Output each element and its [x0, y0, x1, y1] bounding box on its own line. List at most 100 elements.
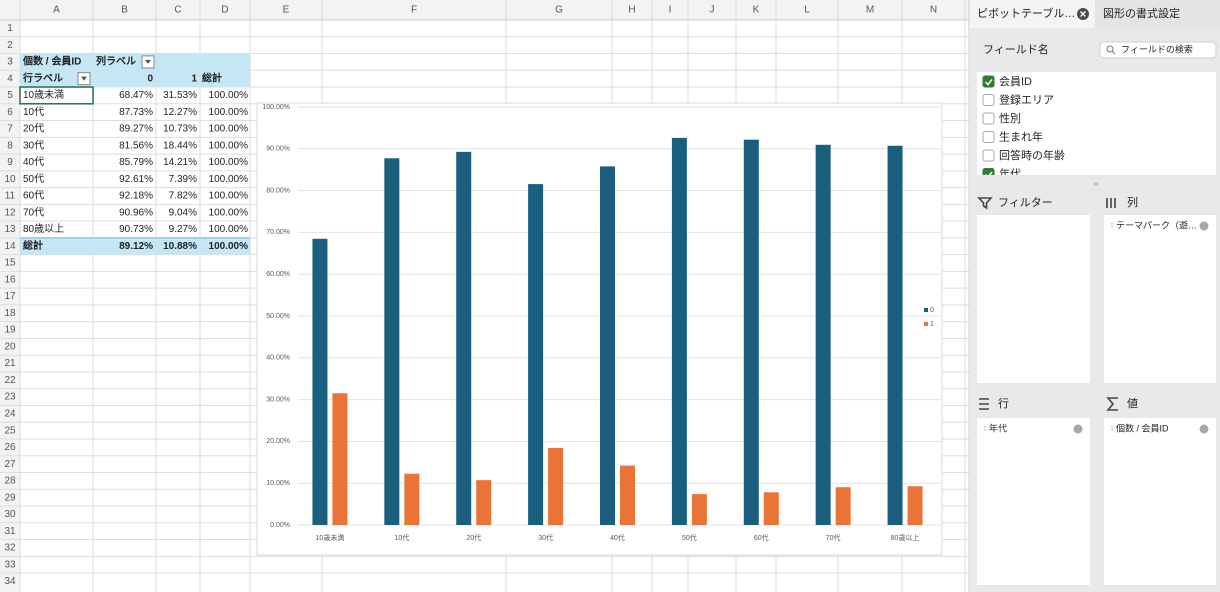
row-number: 33 — [4, 559, 16, 570]
column-letter: H — [628, 5, 635, 16]
row-number: 1 — [7, 23, 13, 34]
area-item[interactable]: テーマパーク（遊… — [1116, 219, 1197, 230]
pivot-cell: 7.39% — [169, 174, 197, 185]
x-tick-label: 50代 — [682, 533, 697, 542]
y-tick-label: 80.00% — [266, 187, 290, 194]
area-icon — [977, 197, 993, 210]
bar — [476, 480, 492, 525]
panel-tab[interactable] — [1095, 0, 1220, 28]
pivot-cell: 100.00% — [209, 124, 249, 135]
field-label: 年代 — [999, 166, 1021, 180]
splitter-dot — [1094, 182, 1098, 186]
search-icon — [1106, 45, 1114, 53]
area-item[interactable]: 年代 — [989, 422, 1007, 433]
pivot-row-label: 20代 — [23, 123, 44, 135]
row-number: 25 — [4, 425, 16, 436]
pivot-cell: 87.73% — [119, 107, 153, 118]
y-tick-label: 30.00% — [266, 396, 290, 403]
y-tick-label: 50.00% — [266, 313, 290, 320]
row-number: 8 — [7, 140, 13, 151]
panel-tab-active[interactable] — [970, 0, 1095, 28]
row-number: 3 — [7, 57, 13, 68]
drop-area — [977, 215, 1090, 383]
pivot-cell: 90.96% — [119, 207, 153, 218]
column-letter: I — [669, 5, 672, 16]
row-number: 19 — [4, 325, 16, 336]
column-letter: G — [555, 5, 563, 16]
row-number: 21 — [4, 358, 16, 369]
column-letter: E — [283, 5, 290, 16]
column-letter: D — [221, 5, 228, 16]
row-number: 29 — [4, 492, 16, 503]
column-letter: F — [411, 5, 417, 16]
row-number: 30 — [4, 509, 16, 520]
bar — [763, 492, 779, 525]
field-label: 生まれ年 — [999, 129, 1043, 143]
area-item[interactable]: 個数 / 会員ID — [1116, 422, 1169, 433]
y-tick-label: 40.00% — [266, 355, 290, 362]
panel-tab-label: 図形の書式設定 — [1103, 6, 1180, 20]
x-tick-label: 10代 — [394, 533, 409, 542]
row-number: 16 — [4, 274, 16, 285]
row-number: 34 — [4, 576, 16, 587]
pivot-row-label: 80歳以上 — [23, 223, 64, 235]
pivot-cell: 18.44% — [163, 140, 197, 151]
x-tick-label: 60代 — [754, 533, 769, 542]
bar — [691, 494, 707, 525]
pivot-cell: 7.82% — [169, 191, 197, 202]
y-tick-label: 60.00% — [266, 271, 290, 278]
x-tick-label: 70代 — [826, 533, 841, 542]
bar — [384, 158, 400, 525]
pivot-total-cell: 89.12% — [119, 241, 153, 252]
row-number: 14 — [4, 241, 16, 252]
field-name-label: フィールド名 — [983, 42, 1049, 56]
pivot-cell: 100.00% — [209, 207, 249, 218]
pivot-column-header: 行ラベル — [22, 71, 63, 84]
pivot-column-header: 総計 — [202, 71, 222, 84]
chart-area[interactable] — [256, 102, 943, 556]
bar — [404, 473, 420, 525]
field-checkbox[interactable] — [982, 94, 995, 106]
pivot-cell: 68.47% — [119, 90, 153, 101]
row-number: 20 — [4, 341, 16, 352]
area-label: 列 — [1127, 195, 1138, 209]
bar — [528, 184, 544, 525]
search-icon-handle — [1111, 50, 1116, 55]
pivot-row-label: 60代 — [23, 190, 44, 202]
selected-cell — [19, 86, 94, 105]
search-box[interactable] — [1099, 41, 1217, 59]
column-header-bar — [0, 0, 970, 20]
bar — [907, 486, 923, 525]
bar — [312, 238, 328, 525]
row-number: 31 — [4, 526, 16, 537]
column-letter: M — [866, 5, 874, 16]
drop-area — [1104, 418, 1216, 585]
bar — [887, 145, 903, 525]
field-checkbox[interactable] — [982, 131, 995, 143]
field-checkbox[interactable] — [982, 75, 995, 88]
pivot-cell: 9.27% — [169, 224, 197, 235]
pivot-cell: 100.00% — [209, 174, 249, 185]
bar — [332, 393, 348, 525]
pivot-row-label: 30代 — [23, 139, 44, 151]
bar — [671, 137, 687, 525]
bar — [743, 139, 759, 525]
panel-tab-label: ピボットテーブル… — [977, 6, 1075, 20]
pivot-cell: 31.53% — [163, 90, 197, 101]
field-checkbox[interactable] — [982, 149, 995, 162]
bar — [600, 166, 615, 525]
row-header-bar — [0, 0, 20, 592]
pivot-row-label: 10代 — [23, 106, 44, 118]
pivot-cell: 10.73% — [163, 124, 197, 135]
dropdown-arrow — [145, 59, 151, 64]
row-number: 32 — [4, 543, 16, 554]
area-label: フィルター — [998, 196, 1053, 209]
row-number: 17 — [4, 291, 16, 302]
pivot-cell: 100.00% — [209, 90, 249, 101]
field-label: 回答時の年齢 — [999, 148, 1065, 162]
field-checkbox[interactable] — [982, 112, 995, 125]
pivot-cell: 100.00% — [209, 157, 249, 168]
bar — [815, 144, 831, 525]
